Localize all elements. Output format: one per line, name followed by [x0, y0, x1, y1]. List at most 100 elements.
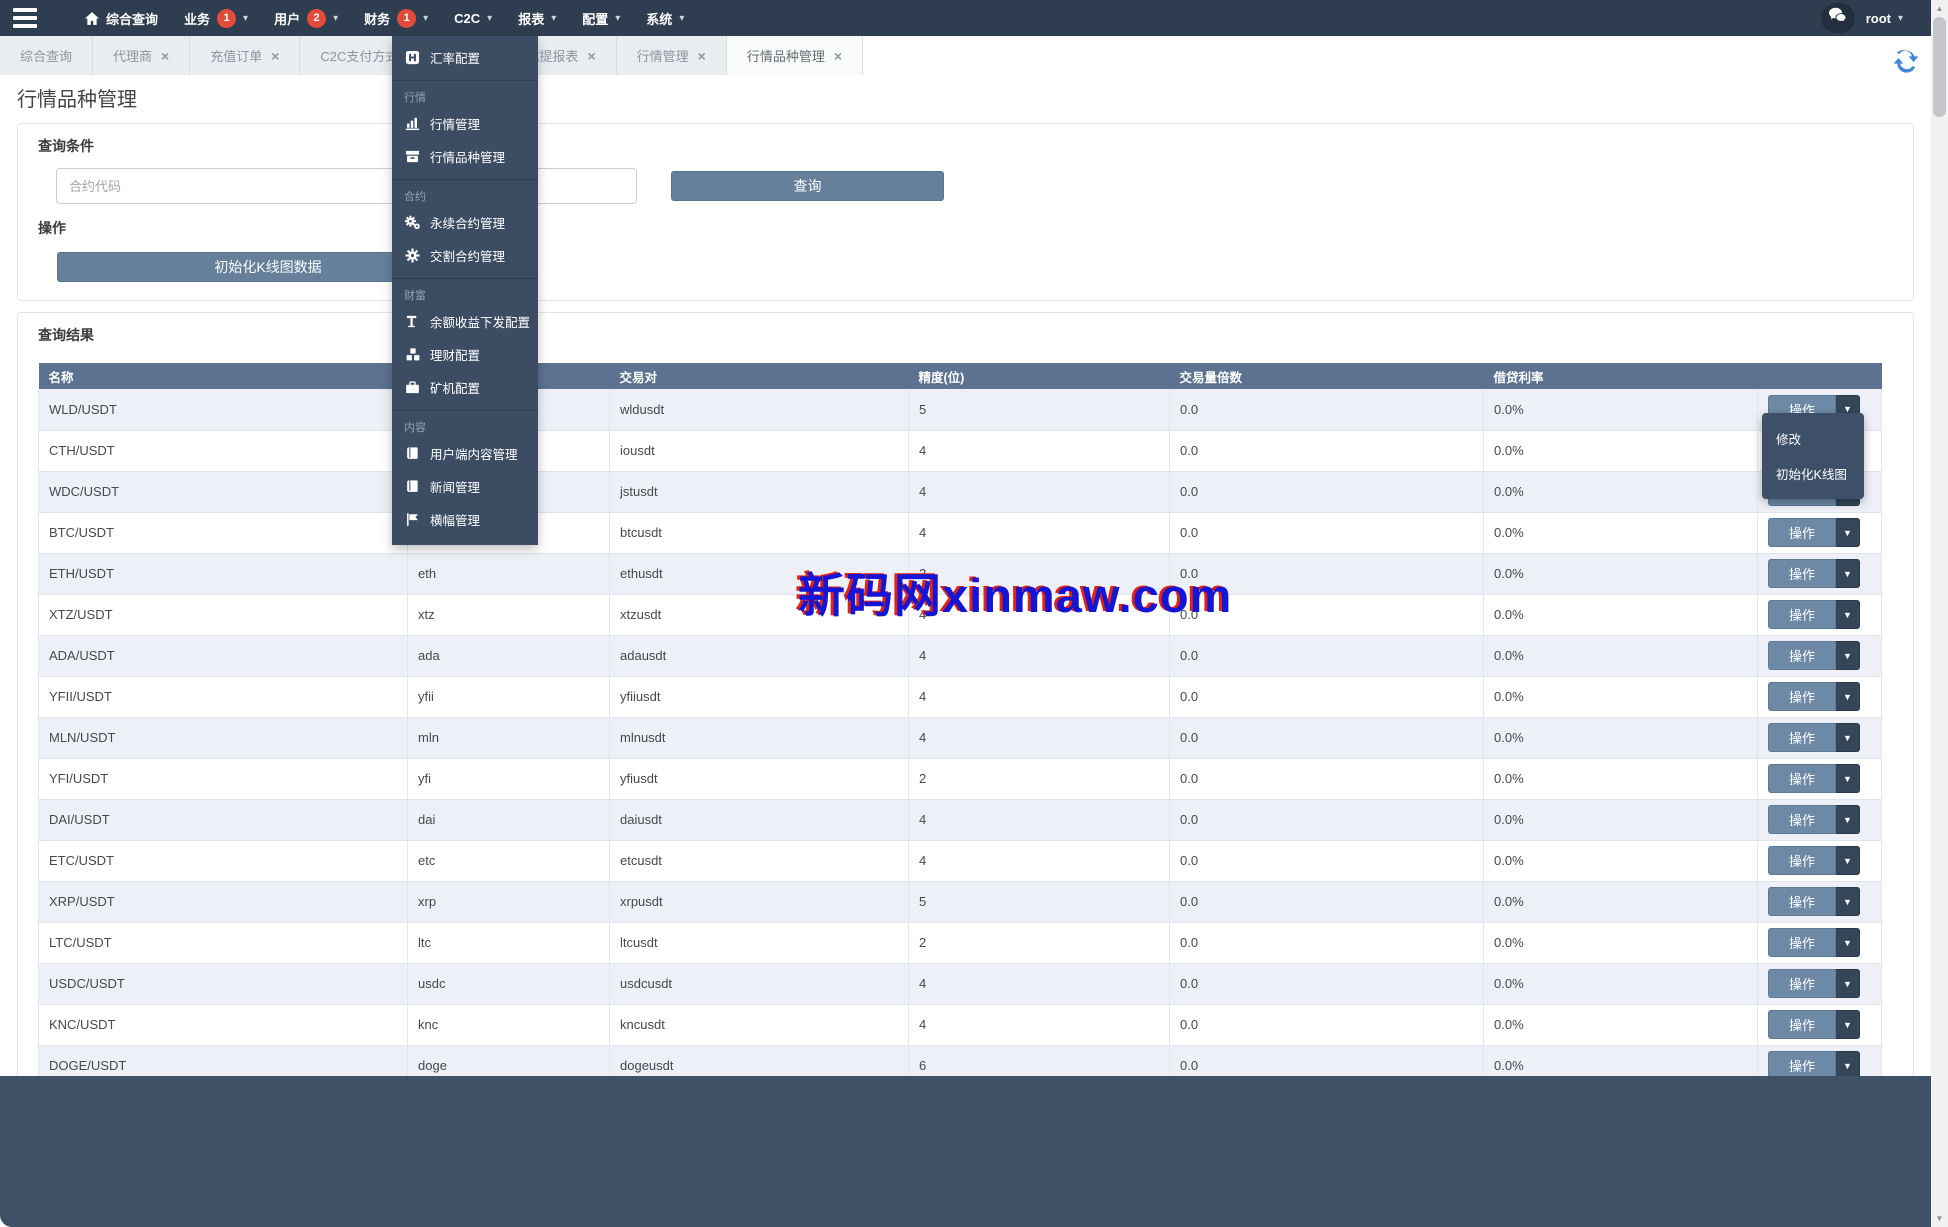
menu-item-label: 新闻管理 — [430, 481, 481, 495]
tab-close-icon[interactable]: × — [833, 47, 843, 64]
row-action-button[interactable]: 操作 — [1768, 928, 1836, 957]
row-action-caret-button[interactable]: ▼ — [1836, 846, 1860, 875]
tab[interactable]: 充值订单 × — [190, 36, 301, 75]
row-action-button[interactable]: 操作 — [1768, 518, 1836, 547]
cell-actions: 操作▼ — [1757, 963, 1882, 1005]
row-action-caret-button[interactable]: ▼ — [1836, 928, 1860, 957]
row-menu-item[interactable]: 修改 — [1776, 433, 1802, 447]
sidebar-toggle-button[interactable] — [0, 0, 50, 36]
row-action-caret-button[interactable]: ▼ — [1836, 764, 1860, 793]
row-action-button[interactable]: 操作 — [1768, 1010, 1836, 1039]
row-action-button[interactable]: 操作 — [1768, 764, 1836, 793]
column-header: 精度(位) — [908, 363, 1170, 389]
menu-section-label: 内容 — [392, 410, 538, 437]
contract-code-input[interactable] — [56, 168, 637, 204]
row-action-button[interactable]: 操作 — [1768, 805, 1836, 834]
row-action-button[interactable]: 操作 — [1768, 600, 1836, 629]
query-panel: 查询条件 查询 操作 初始化K线图数据 — [17, 123, 1914, 301]
row-action-caret-button[interactable]: ▼ — [1836, 682, 1860, 711]
user-menu[interactable]: root ▾ — [1866, 11, 1903, 26]
row-action-button[interactable]: 操作 — [1768, 887, 1836, 916]
cell-code: yfi — [407, 758, 610, 800]
cell-precision: 4 — [908, 840, 1170, 882]
cell-precision: 4 — [908, 963, 1170, 1005]
menu-item[interactable]: 交割合约管理 — [392, 239, 538, 272]
row-action-caret-button[interactable]: ▼ — [1836, 600, 1860, 629]
navbar-item-label: C2C — [454, 10, 481, 26]
navbar-item[interactable]: 财务 1 ▾ — [351, 0, 441, 36]
row-action-caret-button[interactable]: ▼ — [1836, 641, 1860, 670]
row-action-caret-button[interactable]: ▼ — [1836, 969, 1860, 998]
menu-item[interactable]: 行情管理 — [392, 107, 538, 140]
cell-rate: 0.0% — [1483, 471, 1758, 513]
navbar-item[interactable]: 报表 ▾ — [505, 0, 569, 36]
cell-name: WLD/USDT — [38, 389, 408, 431]
scroll-down-arrow[interactable]: ▼ — [1935, 1214, 1944, 1223]
tab-close-icon[interactable]: × — [587, 47, 596, 64]
bar-chart-icon — [404, 116, 421, 131]
scroll-up-arrow[interactable]: ▲ — [1935, 4, 1944, 13]
navbar-item[interactable]: C2C ▾ — [441, 0, 505, 36]
cell-actions: 操作▼ — [1757, 635, 1882, 677]
row-action-caret-button[interactable]: ▼ — [1836, 723, 1860, 752]
menu-item[interactable]: 汇率配置 — [392, 41, 538, 74]
tab[interactable]: 综合查询 — [0, 36, 94, 75]
column-header: 交易对 — [609, 363, 909, 389]
row-action-caret-button[interactable]: ▼ — [1836, 559, 1860, 588]
row-action-button[interactable]: 操作 — [1768, 969, 1836, 998]
cell-rate: 0.0% — [1483, 922, 1758, 964]
row-action-button[interactable]: 操作 — [1768, 682, 1836, 711]
cell-code: etc — [407, 840, 610, 882]
cell-pair: ltcusdt — [609, 922, 909, 964]
row-action-button[interactable]: 操作 — [1768, 846, 1836, 875]
navbar-item[interactable]: 系统 ▾ — [633, 0, 697, 36]
menu-item[interactable]: 余额收益下发配置 — [392, 305, 538, 338]
row-action-caret-button[interactable]: ▼ — [1836, 1010, 1860, 1039]
cell-rate: 0.0% — [1483, 635, 1758, 677]
table-row: USDC/USDT usdc usdcusdt 4 0.0 0.0% 操作 ▼ — [38, 963, 1882, 1005]
menu-item[interactable]: 永续合约管理 — [392, 206, 538, 239]
chevron-down-icon: ▾ — [423, 12, 429, 24]
row-action-button[interactable]: 操作 — [1768, 723, 1836, 752]
navbar-item[interactable]: 综合查询 — [72, 0, 171, 36]
tab-close-icon[interactable]: × — [161, 47, 170, 64]
search-button[interactable]: 查询 — [671, 171, 944, 201]
menu-item[interactable]: 横幅管理 — [392, 503, 538, 536]
cell-precision: 4 — [908, 430, 1170, 472]
cell-multiple: 0.0 — [1169, 1004, 1484, 1046]
row-action-button[interactable]: 操作 — [1768, 641, 1836, 670]
menu-item[interactable]: 新闻管理 — [392, 470, 538, 503]
cell-actions: 操作▼ — [1757, 676, 1882, 718]
vertical-scrollbar[interactable]: ▲ ▼ — [1931, 0, 1948, 1227]
cell-pair: kncusdt — [609, 1004, 909, 1046]
messages-button[interactable] — [1820, 3, 1855, 33]
menu-item[interactable]: 用户端内容管理 — [392, 437, 538, 470]
row-action-button[interactable]: 操作 — [1768, 1051, 1836, 1080]
cell-pair: adausdt — [609, 635, 909, 677]
tab[interactable]: 代理商 × — [93, 36, 191, 75]
tab-close-icon[interactable]: × — [271, 47, 280, 64]
menu-item[interactable]: 行情品种管理 — [392, 140, 538, 173]
cell-pair: xrpusdt — [609, 881, 909, 923]
cell-multiple: 0.0 — [1169, 635, 1484, 677]
cell-code: ada — [407, 635, 610, 677]
menu-item[interactable]: 理财配置 — [392, 338, 538, 371]
row-menu-item[interactable]: 初始化K线图 — [1776, 468, 1847, 482]
username: root — [1865, 10, 1891, 26]
navbar-item[interactable]: 配置 ▾ — [569, 0, 633, 36]
navbar-item-label: 配置 — [582, 11, 609, 27]
row-action-caret-button[interactable]: ▼ — [1836, 805, 1860, 834]
row-action-button[interactable]: 操作 — [1768, 559, 1836, 588]
menu-item[interactable]: 矿机配置 — [392, 371, 538, 404]
navbar-item[interactable]: 用户 2 ▾ — [261, 0, 351, 36]
refresh-button[interactable] — [1891, 45, 1921, 75]
tab-close-icon[interactable]: × — [697, 47, 706, 64]
menu-item-label: 用户端内容管理 — [430, 448, 518, 462]
cell-rate: 0.0% — [1483, 676, 1758, 718]
scrollbar-thumb[interactable] — [1933, 17, 1946, 117]
row-action-caret-button[interactable]: ▼ — [1836, 518, 1860, 547]
tab[interactable]: 行情管理 × — [616, 36, 727, 75]
row-action-caret-button[interactable]: ▼ — [1836, 887, 1860, 916]
navbar-item[interactable]: 业务 1 ▾ — [171, 0, 261, 36]
tab-active[interactable]: 行情品种管理 × — [726, 36, 864, 75]
